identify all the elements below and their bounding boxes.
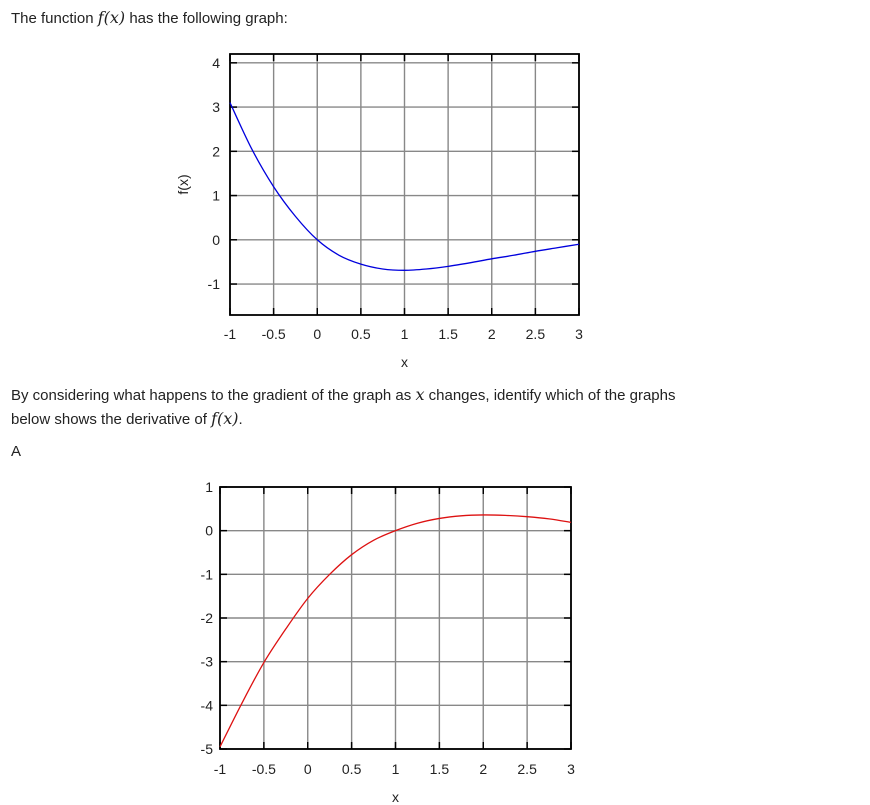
question-text-2: changes, identify which of the graphs bbox=[428, 387, 676, 404]
x-tick-label: 1 bbox=[401, 326, 409, 342]
x-tick-label: 1.5 bbox=[438, 326, 458, 342]
x-tick-label: 0 bbox=[313, 326, 321, 342]
intro-function: f(x) bbox=[97, 8, 126, 27]
x-tick-label: -1 bbox=[224, 326, 237, 342]
x-tick-label: -0.5 bbox=[262, 326, 286, 342]
x-axis-label: x bbox=[401, 354, 408, 370]
x-tick-label: 2.5 bbox=[526, 326, 546, 342]
y-tick-label: 1 bbox=[212, 188, 220, 204]
question-line-2: below shows the derivative of f(x). bbox=[11, 408, 243, 430]
y-tick-label: -1 bbox=[208, 276, 221, 292]
question-text-1: By considering what happens to the gradi… bbox=[11, 387, 412, 404]
question-text-3: below shows the derivative of bbox=[11, 411, 207, 428]
y-tick-label: 4 bbox=[212, 55, 220, 71]
x-tick-label: 0.5 bbox=[351, 326, 371, 342]
y-axis-label: f(x) bbox=[175, 174, 191, 194]
question-variable: x bbox=[415, 385, 425, 404]
question-line-1: By considering what happens to the gradi… bbox=[11, 384, 675, 406]
intro-text: The function f(x) has the following grap… bbox=[11, 7, 288, 29]
y-tick-label: 3 bbox=[212, 99, 220, 115]
x-tick-label: 3 bbox=[575, 326, 583, 342]
y-tick-label: 0 bbox=[212, 232, 220, 248]
question-period: . bbox=[238, 411, 243, 428]
question-function: f(x) bbox=[211, 409, 239, 428]
x-tick-label: 2 bbox=[488, 326, 496, 342]
y-tick-label: 2 bbox=[212, 143, 220, 159]
intro-text-before: The function bbox=[11, 10, 94, 27]
intro-text-after: has the following graph: bbox=[129, 10, 288, 27]
option-label[interactable]: A bbox=[11, 443, 22, 460]
series-line bbox=[229, 102, 580, 271]
